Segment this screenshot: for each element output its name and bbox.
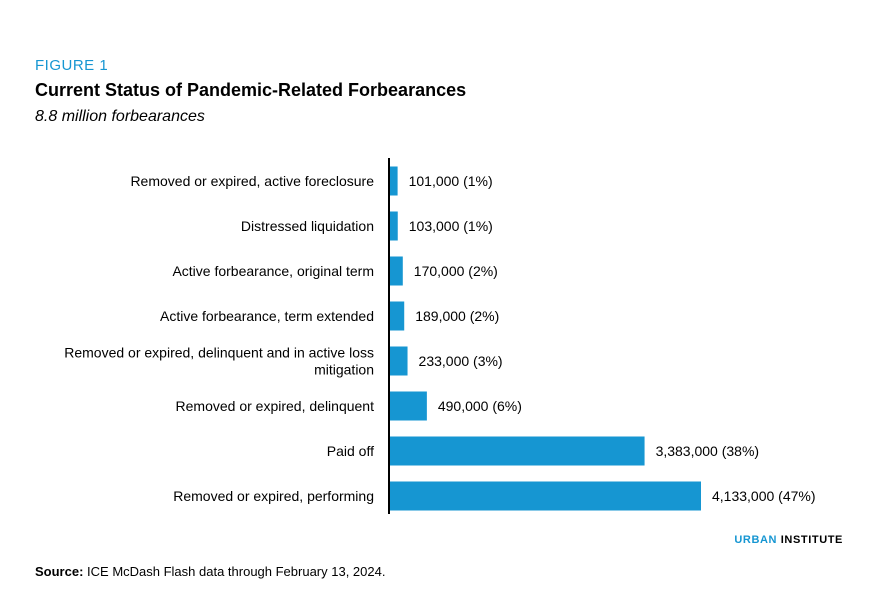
bar — [390, 211, 398, 241]
category-label: Distressed liquidation — [241, 218, 374, 234]
data-label: 103,000 (1%) — [409, 218, 493, 234]
category-label: Paid off — [327, 443, 374, 459]
category-label: Removed or expired, delinquent and in ac… — [64, 345, 374, 378]
bar — [390, 166, 398, 196]
data-label: 189,000 (2%) — [415, 308, 499, 324]
bar — [390, 346, 408, 376]
bar — [390, 256, 403, 286]
category-label: Removed or expired, active foreclosure — [130, 173, 374, 189]
category-label: Active forbearance, term extended — [160, 308, 374, 324]
category-label: Active forbearance, original term — [172, 263, 374, 279]
category-label: Removed or expired, delinquent — [176, 398, 375, 414]
data-label: 3,383,000 (38%) — [656, 443, 760, 459]
bar — [390, 301, 405, 331]
category-label: Removed or expired, performing — [173, 488, 374, 504]
data-label: 490,000 (6%) — [438, 398, 522, 414]
data-label: 170,000 (2%) — [414, 263, 498, 279]
chart-title: Current Status of Pandemic-Related Forbe… — [35, 80, 467, 100]
bar — [390, 436, 645, 466]
figure-label: FIGURE 1 — [35, 57, 109, 74]
source-label: Source: — [35, 564, 84, 579]
chart-subtitle: 8.8 million forbearances — [35, 108, 205, 125]
bar — [390, 481, 701, 511]
brand-logo: URBAN INSTITUTE — [734, 534, 843, 546]
data-label: 101,000 (1%) — [409, 173, 493, 189]
data-label: 233,000 (3%) — [419, 353, 503, 369]
source-note: Source: ICE McDash Flash data through Fe… — [35, 564, 385, 579]
bar — [390, 391, 427, 421]
data-label: 4,133,000 (47%) — [712, 488, 816, 504]
source-text: ICE McDash Flash data through February 1… — [87, 564, 386, 579]
